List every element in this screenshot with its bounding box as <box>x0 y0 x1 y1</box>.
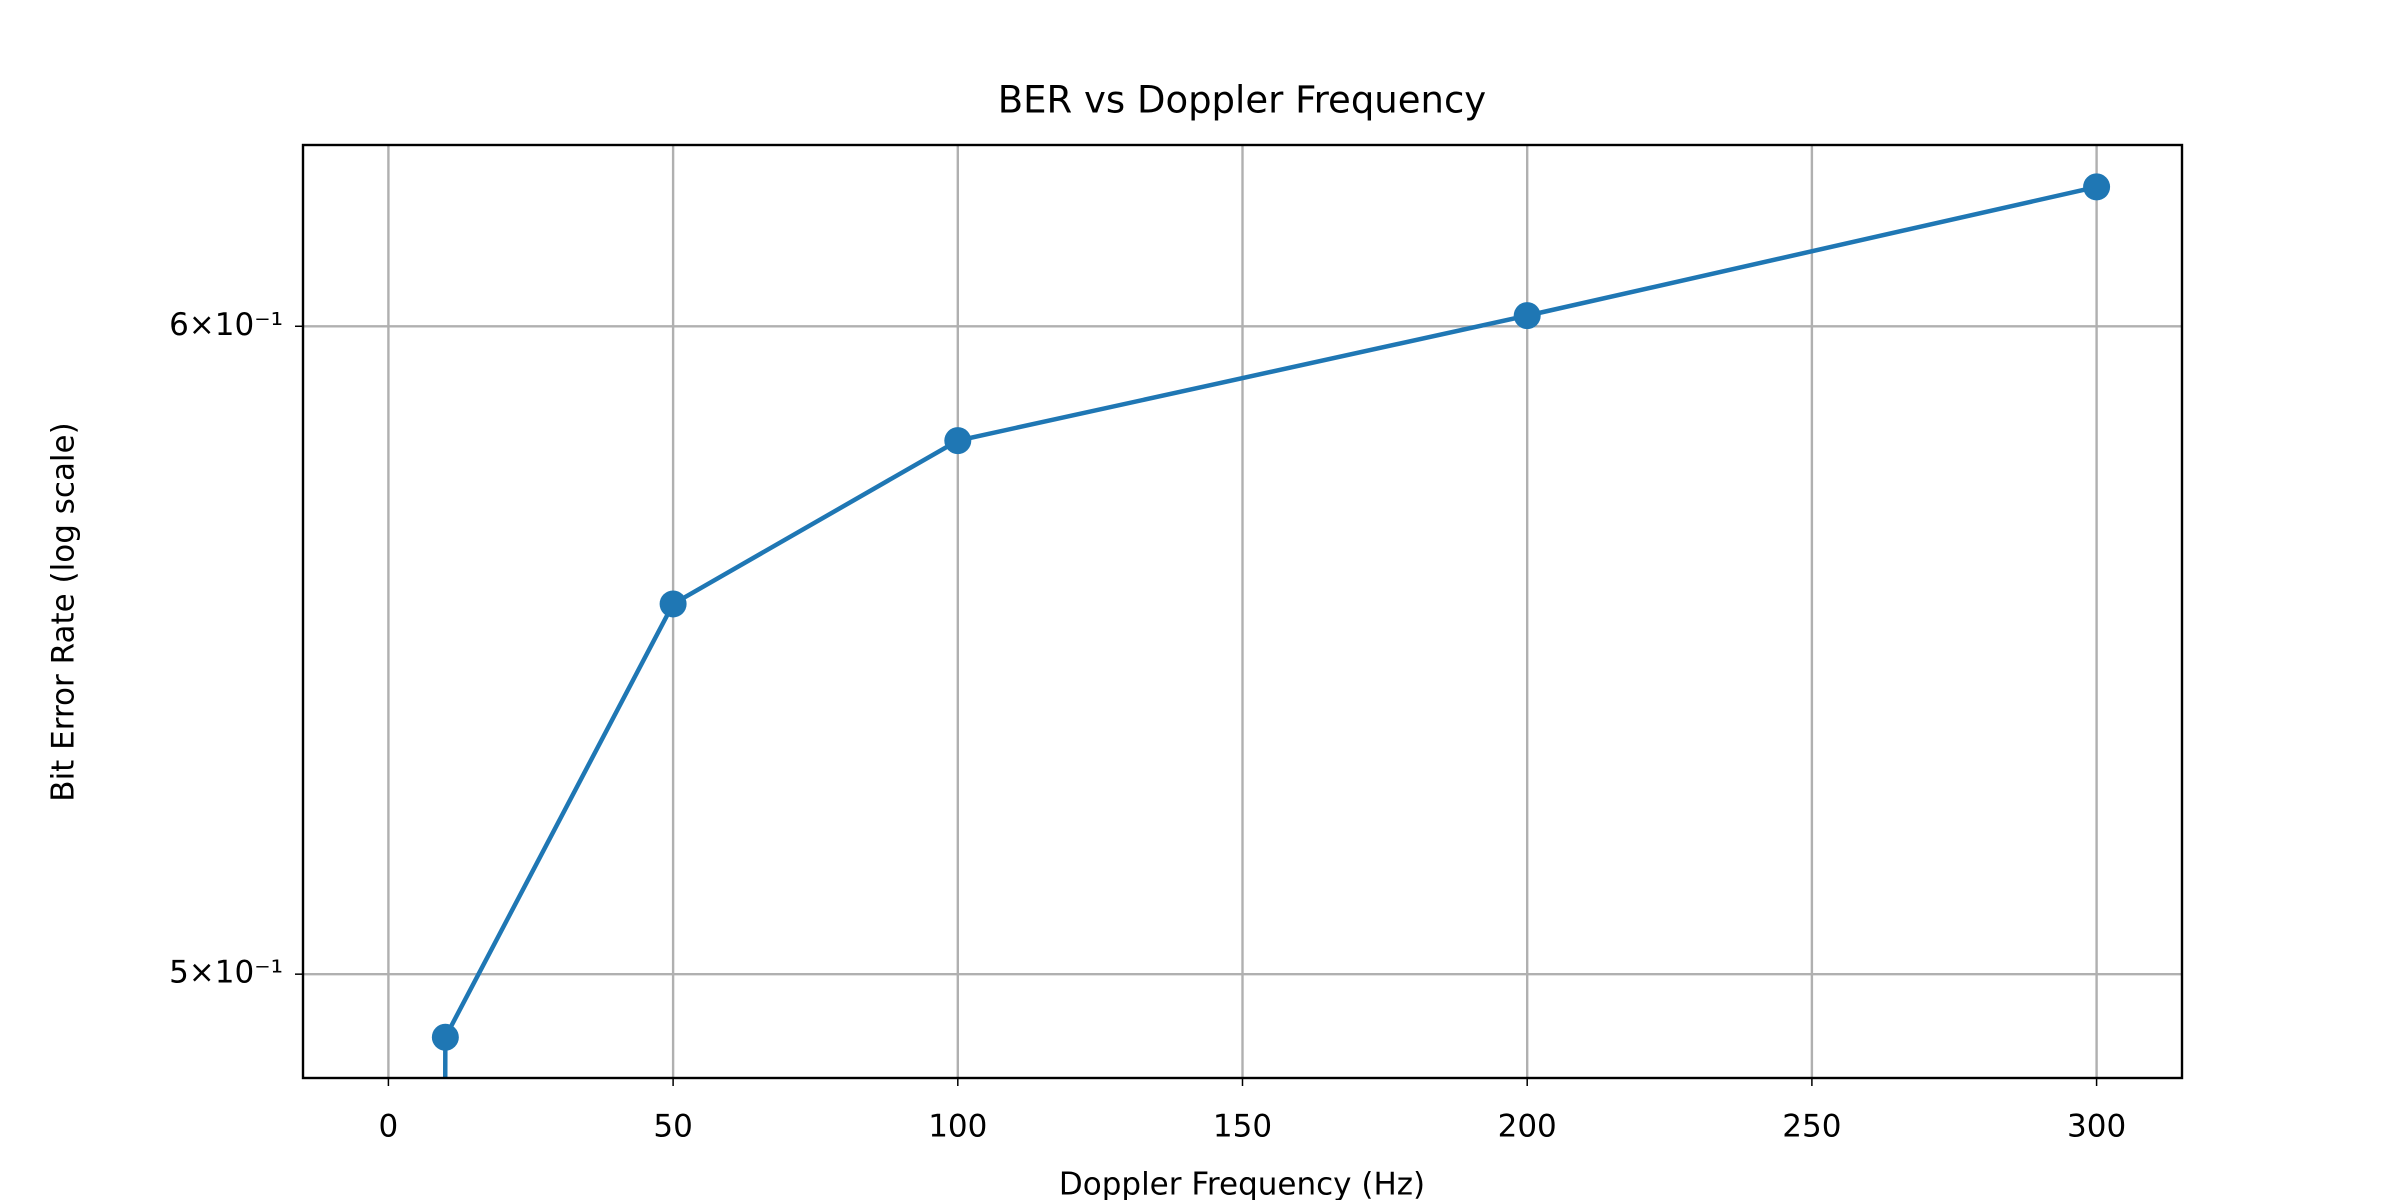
chart-title: BER vs Doppler Frequency <box>998 79 1486 122</box>
y-axis-label: Bit Error Rate (log scale) <box>46 422 82 801</box>
data-point <box>2083 173 2111 201</box>
plot-area <box>431 173 2111 1078</box>
x-tick-label: 150 <box>1213 1109 1272 1145</box>
data-point <box>659 590 687 618</box>
data-line <box>442 184 2098 1078</box>
x-tick-label: 100 <box>928 1109 987 1145</box>
x-tick-label: 300 <box>2067 1109 2126 1145</box>
data-point <box>1513 302 1541 330</box>
y-tick-label: 6×10⁻¹ <box>169 307 283 343</box>
grid <box>303 145 2182 1078</box>
x-tick-label: 0 <box>379 1109 399 1145</box>
data-point <box>431 1023 459 1051</box>
x-tick-label: 200 <box>1498 1109 1557 1145</box>
y-tick-label: 5×10⁻¹ <box>169 955 283 991</box>
x-tick-label: 50 <box>653 1109 692 1145</box>
x-axis-label: Doppler Frequency (Hz) <box>1059 1167 1425 1200</box>
data-point <box>944 427 972 455</box>
x-tick-label: 250 <box>1782 1109 1841 1145</box>
